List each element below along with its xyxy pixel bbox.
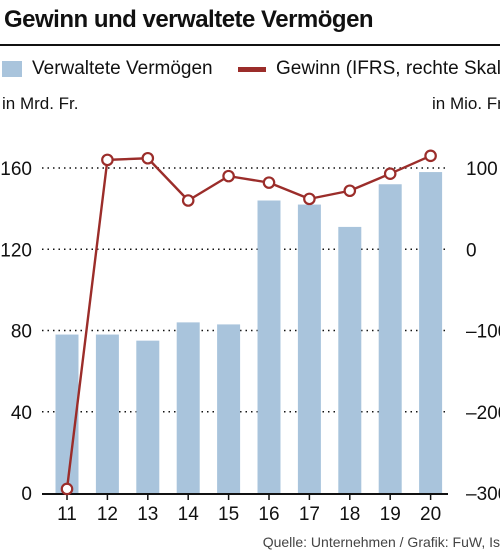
title-rule xyxy=(0,44,500,46)
left-tick-label: 80 xyxy=(11,322,32,343)
left-tick-label: 0 xyxy=(21,484,32,505)
profit-point-17 xyxy=(303,192,316,206)
source-note: Quelle: Unternehmen / Grafik: FuW, Is xyxy=(262,534,500,550)
left-axis-unit: in Mrd. Fr. xyxy=(2,94,79,113)
left-tick-label: 160 xyxy=(0,159,32,180)
right-tick-label: –200 xyxy=(466,403,500,424)
bar-13 xyxy=(136,340,160,493)
x-tick-label: 14 xyxy=(178,504,200,525)
profit-point-11 xyxy=(60,482,74,496)
bar-16 xyxy=(257,200,281,493)
profit-point-19 xyxy=(383,167,397,180)
x-tick-label: 12 xyxy=(97,504,118,525)
right-tick-label: 0 xyxy=(466,240,477,261)
bar-19 xyxy=(378,184,402,493)
x-tick-label: 11 xyxy=(57,504,77,525)
profit-line xyxy=(65,154,432,490)
x-tick-label: 13 xyxy=(137,504,158,525)
bar-18 xyxy=(338,226,362,493)
legend-item-line: Gewinn (IFRS, rechte Skala) xyxy=(238,58,500,80)
right-tick-label: –300 xyxy=(466,484,500,505)
right-tick-label: –100 xyxy=(466,322,500,343)
left-tick-label: 40 xyxy=(11,403,32,424)
right-axis-unit: in Mio. Fr. xyxy=(432,94,500,113)
legend-item-bars: Verwaltete Vermögen xyxy=(2,58,213,80)
legend-swatch-line xyxy=(238,66,266,72)
legend-label-line: Gewinn (IFRS, rechte Skala) xyxy=(276,58,500,79)
legend-swatch-bars xyxy=(2,61,22,77)
right-tick-label: 100 xyxy=(466,159,498,180)
bar-17 xyxy=(297,204,321,493)
left-tick-label: 120 xyxy=(0,240,32,261)
chart-title: Gewinn und verwaltete Vermögen xyxy=(4,6,374,33)
legend: Verwaltete Vermögen Gewinn (IFRS, rechte… xyxy=(0,58,500,82)
bar-14 xyxy=(176,322,200,493)
profit-point-13 xyxy=(141,151,155,165)
x-tick-label: 17 xyxy=(299,504,320,525)
profit-point-18 xyxy=(343,184,357,198)
bar-20 xyxy=(419,172,443,493)
profit-point-16 xyxy=(262,176,276,189)
profit-point-20 xyxy=(424,149,437,163)
profit-point-15 xyxy=(222,169,235,183)
bar-15 xyxy=(217,324,241,493)
x-tick-label: 20 xyxy=(420,504,441,525)
legend-label-bars: Verwaltete Vermögen xyxy=(32,58,213,79)
x-tick-label: 16 xyxy=(258,504,279,525)
bar-11 xyxy=(55,334,79,493)
x-tick-label: 19 xyxy=(380,504,401,525)
x-tick-label: 15 xyxy=(218,504,239,525)
x-tick-label: 18 xyxy=(339,504,360,525)
bar-12 xyxy=(95,334,119,493)
profit-point-12 xyxy=(101,153,114,167)
profit-point-14 xyxy=(181,194,195,207)
